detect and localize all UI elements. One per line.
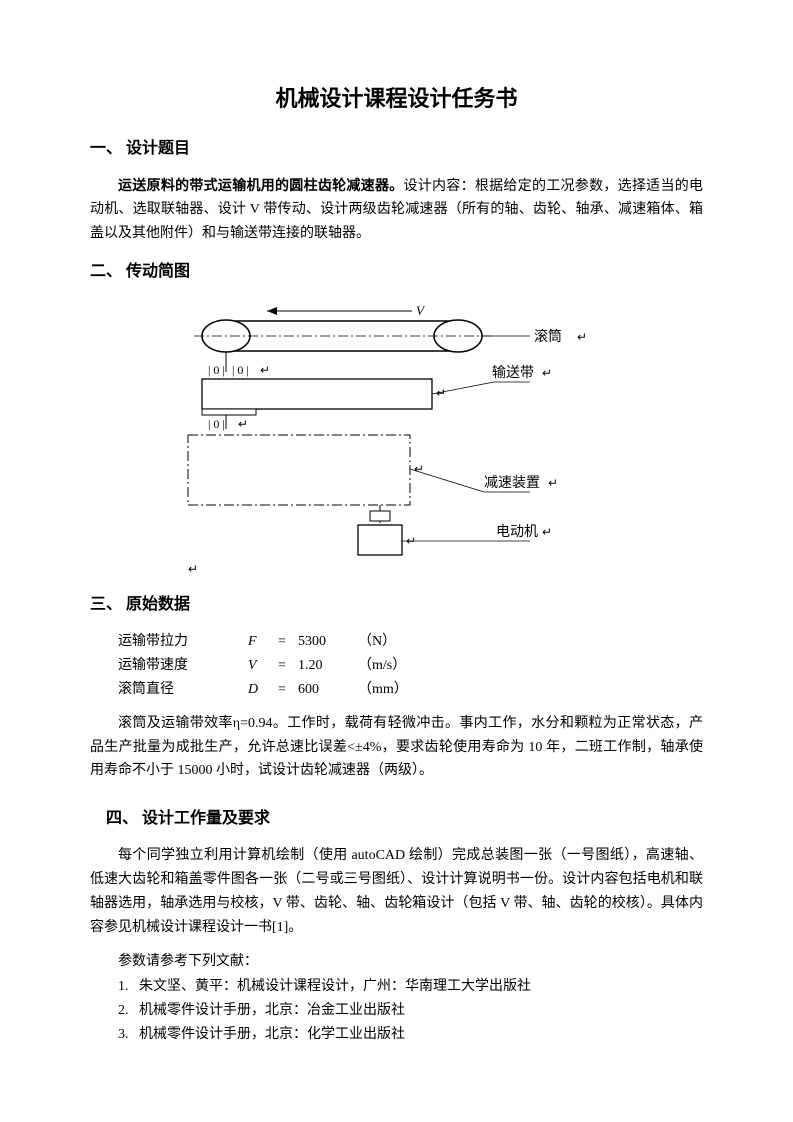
page-title: 机械设计课程设计任务书 [90, 80, 703, 117]
list-item: 2.机械零件设计手册，北京：冶金工业出版社 [118, 999, 703, 1023]
svg-text:| 0 |: | 0 | [208, 417, 225, 431]
ref-heading: 参数请参考下列文献： [90, 950, 703, 974]
ref-text: 机械零件设计手册，北京：化学工业出版社 [139, 1023, 405, 1047]
svg-text:↵: ↵ [548, 476, 558, 490]
row-eq: = [278, 630, 298, 654]
row-symbol: D [248, 678, 278, 702]
section4-para: 每个同学独立利用计算机绘制（使用 autoCAD 绘制）完成总装图一张（一号图纸… [90, 844, 703, 939]
label-belt: 输送带 [492, 365, 534, 381]
references: 1.朱文坚、黄平：机械设计课程设计，广州：华南理工大学出版社 2.机械零件设计手… [118, 975, 703, 1046]
table-row: 运输带速度 V = 1.20 （m/s） [118, 654, 703, 678]
svg-text:↵: ↵ [260, 363, 270, 377]
row-eq: = [278, 678, 298, 702]
row-value: 600 [298, 678, 358, 702]
row-label: 运输带速度 [118, 654, 248, 678]
row-symbol: F [248, 630, 278, 654]
section2-heading: 二、 传动简图 [90, 258, 703, 285]
transmission-diagram: V 滚筒 ↵ | 0 | | 0 | ↵ ↵ 输送带 ↵ | 0 | ↵ [182, 297, 612, 577]
section3-note: 滚筒及运输带效率η=0.94。工作时，载荷有轻微冲击。事内工作，水分和颗粒为正常… [90, 712, 703, 783]
row-symbol: V [248, 654, 278, 678]
svg-text:| 0 |: | 0 | [232, 363, 249, 377]
diagram-svg: V 滚筒 ↵ | 0 | | 0 | ↵ ↵ 输送带 ↵ | 0 | ↵ [182, 297, 612, 577]
row-unit: （m/s） [358, 654, 438, 678]
table-row: 滚筒直径 D = 600 （mm） [118, 678, 703, 702]
section3-heading: 三、 原始数据 [90, 591, 703, 618]
svg-text:↵: ↵ [542, 525, 552, 539]
svg-text:↵: ↵ [577, 330, 587, 344]
svg-text:↵: ↵ [414, 462, 424, 476]
table-row: 运输带拉力 F = 5300 （N） [118, 630, 703, 654]
svg-text:↵: ↵ [542, 366, 552, 380]
label-reducer: 减速装置 [484, 475, 540, 491]
label-v: V [416, 303, 426, 318]
svg-text:↵: ↵ [188, 562, 198, 576]
row-unit: （mm） [358, 678, 438, 702]
svg-text:| 0 |: | 0 | [208, 363, 225, 377]
section4-heading: 四、 设计工作量及要求 [106, 805, 703, 832]
label-drum: 滚筒 [534, 328, 562, 345]
list-item: 3.机械零件设计手册，北京：化学工业出版社 [118, 1023, 703, 1047]
ref-text: 机械零件设计手册，北京：冶金工业出版社 [139, 999, 405, 1023]
row-label: 运输带拉力 [118, 630, 248, 654]
section1-heading: 一、 设计题目 [90, 135, 703, 162]
row-value: 5300 [298, 630, 358, 654]
row-unit: （N） [358, 630, 438, 654]
row-label: 滚筒直径 [118, 678, 248, 702]
row-eq: = [278, 654, 298, 678]
ref-text: 朱文坚、黄平：机械设计课程设计，广州：华南理工大学出版社 [139, 975, 531, 999]
row-value: 1.20 [298, 654, 358, 678]
list-item: 1.朱文坚、黄平：机械设计课程设计，广州：华南理工大学出版社 [118, 975, 703, 999]
section1-body: 运送原料的带式运输机用的圆柱齿轮减速器。设计内容：根据给定的工况参数，选择适当的… [90, 175, 703, 246]
section1-bold: 运送原料的带式运输机用的圆柱齿轮减速器。 [118, 179, 404, 194]
data-table: 运输带拉力 F = 5300 （N） 运输带速度 V = 1.20 （m/s） … [118, 630, 703, 701]
label-motor: 电动机 [496, 524, 538, 540]
svg-text:↵: ↵ [238, 417, 248, 431]
